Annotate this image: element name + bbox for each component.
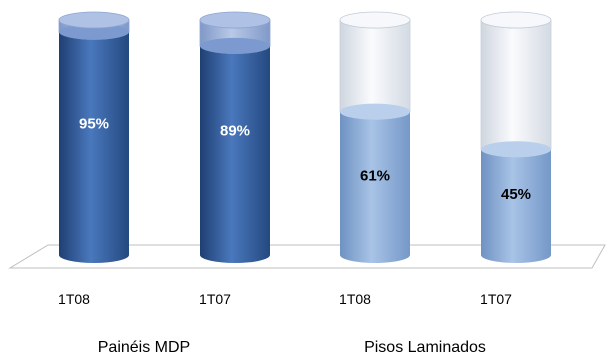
bar-0-value-top bbox=[59, 23, 129, 40]
floor-plane bbox=[8, 244, 606, 269]
bar-0-value bbox=[59, 31, 129, 263]
bar-2-value-top bbox=[340, 103, 410, 120]
data-label-0: 95% bbox=[79, 115, 109, 132]
tick-label-3: 1T07 bbox=[480, 291, 512, 307]
bar-3-value-top bbox=[481, 141, 551, 158]
bars: 95% 89% 61% 45% bbox=[58, 11, 552, 264]
bar-0-cap bbox=[58, 11, 130, 29]
bar-2: 61% bbox=[339, 11, 411, 264]
bar-2-value bbox=[340, 111, 410, 264]
bar-3: 45% bbox=[480, 11, 552, 263]
data-label-2: 61% bbox=[360, 167, 390, 184]
data-label-1: 89% bbox=[220, 122, 250, 139]
bar-1-cap bbox=[199, 11, 271, 29]
group-label-0: Painéis MDP bbox=[98, 339, 190, 356]
bar-3-remainder bbox=[480, 19, 552, 158]
tick-label-1: 1T07 bbox=[199, 291, 231, 307]
group-label-1: Pisos Laminados bbox=[364, 339, 486, 356]
bar-1: 89% bbox=[199, 11, 271, 263]
bar-1-value bbox=[200, 45, 270, 263]
bar-3-value bbox=[481, 149, 551, 263]
bar-0: 95% bbox=[58, 11, 130, 263]
bar-1-value-top bbox=[200, 37, 270, 54]
bar-3-cap bbox=[480, 11, 552, 29]
bar-2-cap bbox=[339, 11, 411, 29]
tick-label-2: 1T08 bbox=[339, 291, 371, 307]
tick-label-0: 1T08 bbox=[58, 291, 90, 307]
data-label-3: 45% bbox=[501, 186, 531, 203]
